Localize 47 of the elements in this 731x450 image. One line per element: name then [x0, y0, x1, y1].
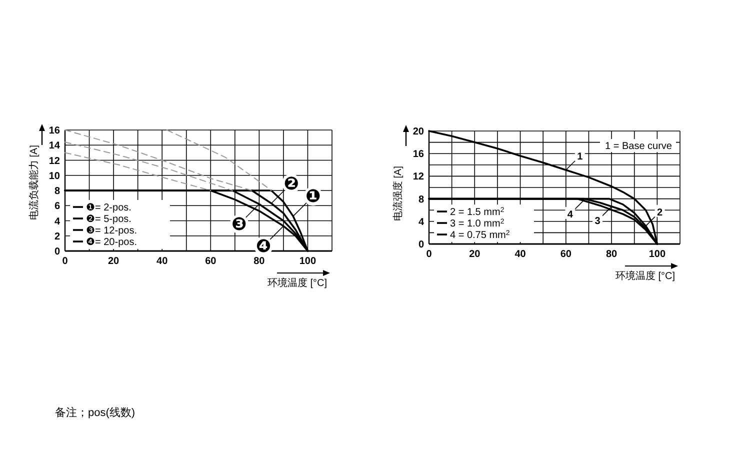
legend-label: 2 = 1.5 mm$^{2}$ [450, 206, 504, 218]
y-tick-label: 2 [54, 231, 60, 242]
x-tick-label: 40 [156, 256, 168, 267]
y-tick-label: 8 [54, 186, 60, 197]
annotation: 1 [577, 151, 584, 162]
x-tick-label: 100 [648, 249, 666, 260]
x-tick-label: 40 [514, 249, 526, 260]
annotation: ❸ [232, 214, 247, 236]
y-tick-label: 4 [54, 216, 60, 228]
annotation: ❶ [306, 186, 321, 208]
x-axis-title: 环境温度 [°C] [267, 277, 328, 289]
x-tick-label: 60 [560, 249, 572, 260]
legend-label: 3 = 1.0 mm$^{2}$ [450, 218, 504, 230]
y-axis-title: 电流负载能力 [A] [28, 144, 40, 220]
x-tick-label: 100 [299, 256, 317, 267]
annotation: 2 [656, 207, 663, 218]
annotation: ❷ [284, 173, 299, 194]
legend-label: ❶= 2-pos. [86, 202, 132, 214]
y-tick-label: 6 [54, 201, 60, 212]
y-tick-label: 10 [48, 170, 60, 182]
x-tick-label: 20 [108, 256, 120, 267]
y-tick-label: 20 [412, 126, 424, 138]
y-tick-label: 16 [412, 149, 424, 160]
y-tick-label: 16 [48, 126, 60, 136]
x-tick-label: 80 [254, 256, 266, 267]
annotation: ❹ [256, 236, 272, 258]
annotation: 1 = Base curve [605, 141, 672, 152]
legend-label: 4 = 0.75 mm$^{2}$ [450, 230, 510, 241]
y-tick-label: 12 [412, 172, 424, 183]
x-tick-label: 0 [426, 249, 432, 260]
legend-label: ❹= 20-pos. [86, 237, 137, 248]
x-axis-title: 环境温度 [°C] [615, 270, 676, 282]
text: 备注；pos(线数) [55, 406, 136, 419]
x-tick-label: 80 [606, 249, 618, 260]
y-tick-label: 0 [418, 240, 424, 250]
annotation: 3 [594, 216, 601, 228]
y-tick-label: 8 [418, 194, 424, 206]
legend-label: ❷= 5-pos. [86, 214, 132, 225]
y-axis-title: 电流强度 [A] [392, 166, 404, 221]
x-tick-label: 20 [469, 249, 481, 260]
x-tick-label: 0 [62, 256, 68, 267]
y-tick-label: 12 [48, 156, 60, 167]
annotation: 4 [567, 209, 574, 220]
y-tick-label: 14 [48, 140, 60, 152]
x-tick-label: 60 [205, 256, 217, 267]
y-tick-label: 4 [418, 216, 424, 228]
legend-label: ❸= 12-pos. [86, 226, 137, 236]
